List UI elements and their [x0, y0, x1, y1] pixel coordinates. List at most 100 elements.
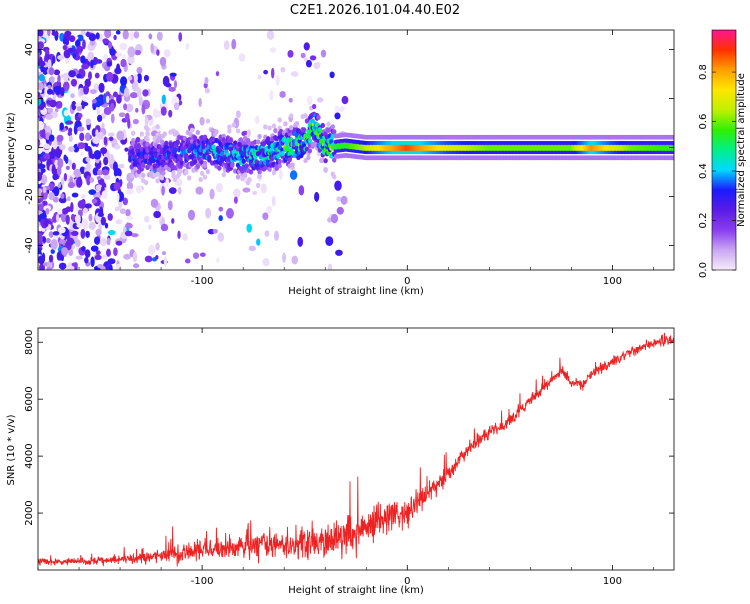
- heatmap-cell: [313, 62, 321, 70]
- heatmap-cell: [107, 229, 116, 236]
- heatmap-cell: [288, 125, 294, 131]
- heatmap-cell: [43, 217, 49, 228]
- heatmap-cell: [330, 213, 339, 224]
- heatmap-cell: [306, 95, 313, 105]
- heatmap-cell: [216, 257, 220, 264]
- heatmap-cell: [127, 75, 133, 81]
- heatmap-cell: [163, 49, 171, 58]
- heatmap-cell: [52, 173, 59, 181]
- heatmap-cell: [287, 49, 294, 58]
- heatmap-cell: [82, 207, 88, 214]
- heatmap-cell: [309, 55, 317, 61]
- heatmap-cell: [126, 181, 134, 191]
- heatmap-cell: [107, 258, 116, 265]
- heatmap-cell: [341, 95, 349, 105]
- heatmap-cell: [58, 262, 67, 270]
- heatmap-cell: [59, 144, 66, 151]
- heatmap-cell: [149, 150, 155, 156]
- heatmap-cell: [55, 151, 62, 159]
- heatmap-cell: [65, 214, 70, 225]
- heatmap-cell: [243, 172, 248, 178]
- heatmap-cell: [75, 177, 83, 188]
- heatmap-cell: [91, 99, 97, 104]
- heatmap-cell: [57, 182, 62, 189]
- heatmap-cell: [94, 254, 102, 261]
- heatmap-cell: [145, 136, 150, 142]
- heatmap-cell: [133, 74, 138, 83]
- heatmap-cell: [89, 177, 95, 183]
- snr-plot-area: [38, 328, 674, 570]
- heatmap-cell: [100, 147, 108, 155]
- heatmap-cell: [274, 230, 280, 241]
- heatmap-cell: [88, 213, 93, 222]
- heatmap-cell: [68, 70, 76, 78]
- heatmap-cell: [671, 134, 674, 140]
- heatmap-cell: [77, 126, 85, 132]
- heatmap-cell: [116, 130, 125, 141]
- heatmap-cell: [70, 213, 76, 222]
- heatmap-cell: [82, 39, 86, 50]
- heatmap-cell: [671, 155, 674, 161]
- heatmap-cell: [86, 175, 91, 186]
- heatmap-cell: [255, 182, 261, 189]
- heatmap-cell: [231, 38, 237, 50]
- heatmap-cell: [235, 128, 241, 134]
- heatmap-cell: [88, 221, 96, 230]
- heatmap-cell: [104, 222, 109, 229]
- heatmap-cell: [38, 91, 41, 98]
- heatmap-cell: [277, 163, 282, 169]
- heatmap-cell: [129, 31, 135, 41]
- heatmap-cell: [148, 224, 152, 230]
- heatmap-cell: [57, 158, 64, 169]
- heatmap-cell: [60, 212, 67, 223]
- spectrogram-y-tick-label: 40: [24, 43, 35, 56]
- heatmap-cell: [276, 153, 281, 159]
- heatmap-cell: [227, 128, 232, 134]
- heatmap-cell: [119, 208, 126, 215]
- heatmap-cell: [107, 213, 113, 221]
- heatmap-cell: [265, 136, 271, 142]
- heatmap-cell: [201, 144, 206, 150]
- heatmap-cell: [118, 163, 125, 169]
- heatmap-cell: [97, 263, 104, 269]
- heatmap-cell: [159, 56, 167, 67]
- heatmap-cell: [57, 54, 65, 61]
- heatmap-cell: [280, 150, 285, 157]
- heatmap-cell: [161, 185, 165, 196]
- heatmap-cell: [62, 44, 68, 51]
- heatmap-cell: [113, 34, 117, 41]
- heatmap-cell: [95, 184, 103, 191]
- heatmap-cell: [103, 174, 111, 181]
- heatmap-cell: [79, 132, 85, 142]
- heatmap-cell: [184, 169, 189, 175]
- spectrogram-y-tick-label: 0: [24, 144, 35, 150]
- heatmap-cell: [115, 52, 122, 58]
- heatmap-cell: [260, 183, 267, 194]
- heatmap-cell: [61, 177, 65, 186]
- heatmap-cell: [185, 42, 190, 50]
- heatmap-cell: [340, 195, 348, 205]
- heatmap-cell: [59, 122, 64, 131]
- heatmap-cell: [106, 237, 111, 246]
- heatmap-cell: [80, 101, 89, 107]
- heatmap-cell: [38, 41, 45, 50]
- heatmap-cell: [76, 222, 83, 228]
- heatmap-cell: [262, 212, 269, 221]
- heatmap-cell: [82, 222, 88, 230]
- heatmap-cell: [53, 85, 61, 94]
- heatmap-cell: [94, 236, 101, 245]
- heatmap-cell: [136, 87, 142, 98]
- heatmap-cell: [95, 250, 101, 256]
- heatmap-cell: [47, 107, 54, 114]
- heatmap-cell: [267, 166, 272, 172]
- heatmap-cell: [145, 131, 150, 137]
- heatmap-cell: [303, 113, 308, 119]
- heatmap-cell: [168, 86, 176, 92]
- heatmap-cell: [671, 140, 674, 146]
- heatmap-cell: [330, 124, 336, 130]
- heatmap-cell: [136, 72, 142, 84]
- heatmap-cell: [84, 249, 91, 258]
- spectrogram-x-tick-label: -100: [191, 276, 214, 287]
- heatmap-cell: [50, 238, 58, 250]
- heatmap-cell: [199, 170, 205, 176]
